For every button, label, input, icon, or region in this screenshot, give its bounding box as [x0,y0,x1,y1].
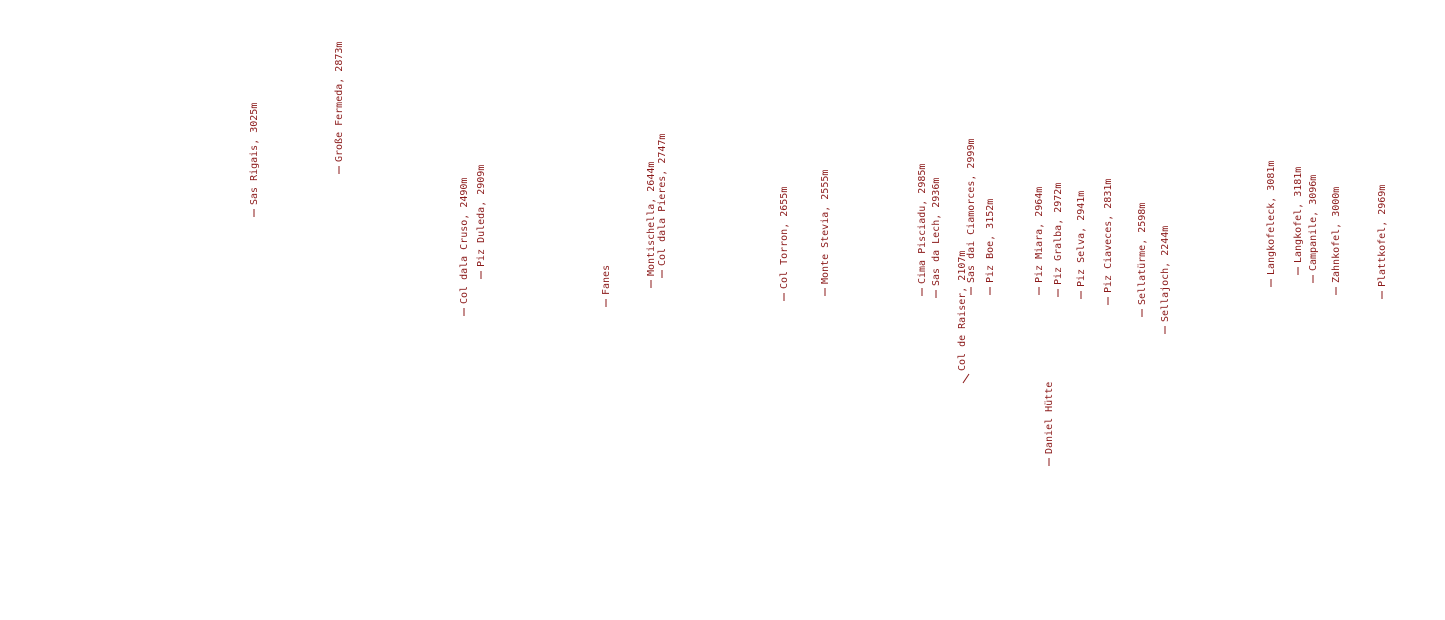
peak-label: Große Fermeda, 2873m [334,42,345,162]
peak-label: Col dala Cruso, 2490m [459,178,470,304]
peak-label: Col Torron, 2655m [779,187,790,289]
peak-label: Piz Boe, 3152m [985,199,996,283]
peak-label: Col de Raiser, 2107m [957,251,968,371]
peak-label: Piz Gralba, 2972m [1053,183,1064,285]
peak-label: Cima Pisciadu, 2985m [917,164,928,284]
peak-label: Piz Miara, 2964m [1034,187,1045,283]
peak-label: Langkofeleck, 3081m [1266,161,1277,275]
peak-label: Sas dai Ciamorces, 2999m [966,139,977,284]
peak-label: Sas da Lech, 2936m [931,178,942,286]
peak-label: Piz Duleda, 2909m [476,165,487,267]
peak-label: Daniel Hütte [1044,382,1055,454]
peak-label: Plattkofel, 2969m [1377,185,1388,287]
peak-label: Campanile, 3096m [1308,175,1319,271]
peak-label: Sellatürme, 2598m [1137,203,1148,305]
peak-label: Sas Rigais, 3025m [249,103,260,205]
peak-label: Langkofel, 3181m [1293,167,1304,263]
peak-label: Zahnkofel, 3000m [1331,187,1342,283]
peak-label: Col dala Pieres, 2747m [657,134,668,266]
leader-line [962,373,970,384]
peak-label: Fanes [601,265,612,295]
peak-label: Monte Stevia, 2555m [820,170,831,284]
peak-label: Piz Selva, 2941m [1076,191,1087,287]
peak-label: Sellajoch, 2244m [1160,226,1171,322]
peak-label: Montischella, 2644m [646,162,657,276]
peak-label: Piz Ciaveces, 2831m [1103,179,1114,293]
